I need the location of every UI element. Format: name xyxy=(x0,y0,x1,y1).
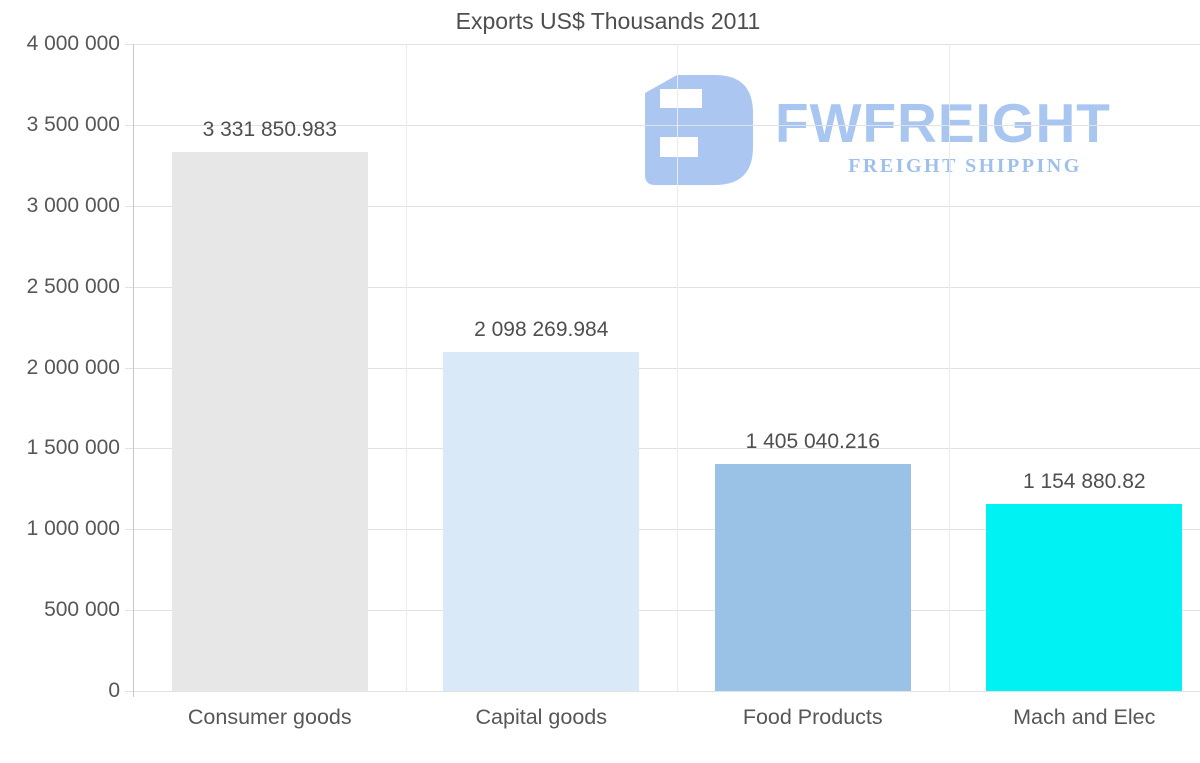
gridline xyxy=(125,205,1200,207)
y-tick-label: 1 000 000 xyxy=(26,517,120,541)
bar-value-label: 1 405 040.216 xyxy=(745,429,880,453)
y-tick-label: 2 000 000 xyxy=(26,355,120,379)
gridline xyxy=(125,610,1200,612)
bar-value-label: 2 098 269.984 xyxy=(474,317,609,341)
category-separator xyxy=(948,44,950,691)
fwfreight-logo-icon xyxy=(645,75,753,185)
bar-food-products[interactable] xyxy=(714,463,911,691)
category-separator xyxy=(405,44,407,691)
x-axis-category-label: Capital goods xyxy=(475,705,607,729)
gridline xyxy=(125,367,1200,369)
y-tick-label: 1 500 000 xyxy=(26,436,120,460)
category-separator xyxy=(677,44,678,691)
gridline xyxy=(125,44,1200,45)
fwfreight-tagline: FREIGHT SHIPPING xyxy=(848,155,1082,177)
y-tick-label: 3 000 000 xyxy=(26,193,120,217)
y-tick-label: 4 000 000 xyxy=(26,32,120,55)
chart-title: Exports US$ Thousands 2011 xyxy=(455,8,761,34)
y-tick-label: 3 500 000 xyxy=(26,112,120,136)
gridline xyxy=(125,448,1200,450)
gridline xyxy=(125,286,1200,288)
x-axis-category-label: Food Products xyxy=(742,705,883,729)
bar-value-label: 3 331 850.983 xyxy=(202,118,337,142)
y-tick-label: 0 xyxy=(108,679,120,702)
y-axis-line xyxy=(133,44,134,697)
gridline xyxy=(125,691,1200,692)
bar-capital-goods[interactable] xyxy=(443,351,640,691)
gridline xyxy=(125,529,1200,531)
y-tick-label: 500 000 xyxy=(44,598,120,622)
bar-mach-and-elec[interactable] xyxy=(986,504,1183,691)
fwfreight-brand-text: FWFREIGHT xyxy=(775,92,1111,154)
gridline xyxy=(125,124,1200,126)
x-axis-category-label: Consumer goods xyxy=(187,705,352,729)
x-axis-category-label: Mach and Elec xyxy=(1013,705,1156,729)
bar-value-label: 1 154 880.82 xyxy=(1022,470,1146,494)
y-tick-label: 2 500 000 xyxy=(26,274,120,298)
bar-consumer-goods[interactable] xyxy=(171,152,368,691)
